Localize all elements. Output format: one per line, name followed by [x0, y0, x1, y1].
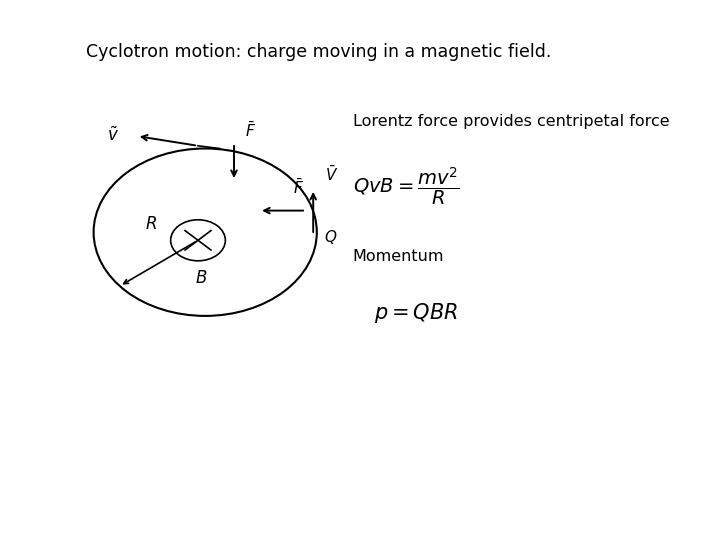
- Text: $\bar{F}$: $\bar{F}$: [293, 178, 305, 197]
- Text: Momentum: Momentum: [353, 249, 444, 264]
- Text: $\bar{V}$: $\bar{V}$: [325, 165, 338, 184]
- Text: $p = QBR$: $p = QBR$: [374, 301, 459, 325]
- Text: Lorentz force provides centripetal force: Lorentz force provides centripetal force: [353, 114, 670, 129]
- Text: Cyclotron motion: charge moving in a magnetic field.: Cyclotron motion: charge moving in a mag…: [86, 43, 552, 61]
- Text: $QvB = \dfrac{mv^2}{R}$: $QvB = \dfrac{mv^2}{R}$: [353, 165, 459, 207]
- Text: Q: Q: [324, 230, 336, 245]
- Text: $\tilde{v}$: $\tilde{v}$: [107, 127, 119, 145]
- Text: B: B: [196, 269, 207, 287]
- Text: $\bar{F}$: $\bar{F}$: [245, 122, 256, 140]
- Text: R: R: [145, 215, 157, 233]
